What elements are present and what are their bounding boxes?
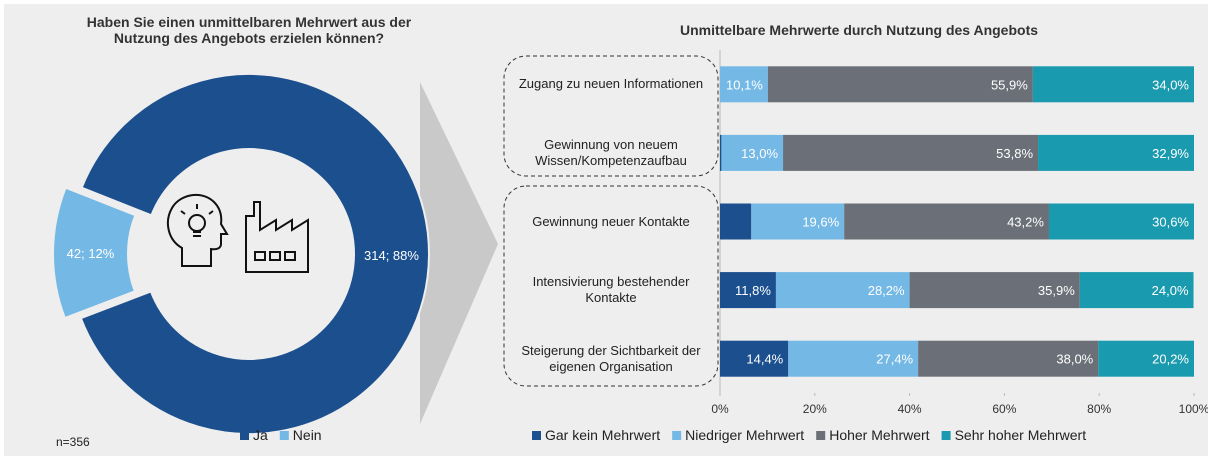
group-box xyxy=(503,185,719,387)
x-tick-label: 60% xyxy=(992,402,1016,416)
data-label: 20,2% xyxy=(1152,352,1189,367)
bar-segment xyxy=(720,134,722,171)
bar-segment xyxy=(721,134,784,171)
chart-canvas: 314; 88% 42; 12% Ja Nein 0% 20% 40% 60% 80% 100% 1… xyxy=(52,50,1208,443)
legend-swatch xyxy=(532,431,541,440)
bar-segment xyxy=(788,340,919,377)
x-tick-label: 100% xyxy=(1179,402,1208,416)
bar-segment xyxy=(720,66,768,103)
category-label: Intensivierung bestehender Kontakte xyxy=(532,274,690,306)
page: 314; 88% 42; 12% Ja Nein 0% 20% 40% 60% 80% 100% 1… xyxy=(4,4,1208,456)
data-label: 34,0% xyxy=(1152,77,1189,92)
x-tick-label: 20% xyxy=(803,402,827,416)
x-tick-label: 80% xyxy=(1087,402,1111,416)
data-label: 43,2% xyxy=(1007,215,1044,230)
category-label: Steigerung der Sichtbarkeit der eigenen … xyxy=(521,342,701,374)
annotation: n=356 xyxy=(56,435,90,449)
arrow xyxy=(420,82,498,424)
bar-segment xyxy=(844,203,1049,240)
donut-slice xyxy=(52,186,137,320)
data-label: 28,2% xyxy=(868,283,905,298)
legend-label: Nein xyxy=(293,427,322,443)
data-label: 10,1% xyxy=(726,77,763,92)
chart-title: Unmittelbare Mehrwerte durch Nutzung des… xyxy=(679,22,1039,38)
bar-segment xyxy=(918,340,1099,377)
legend-label: Gar kein Mehrwert xyxy=(545,427,660,443)
legend-swatch xyxy=(941,431,951,440)
category-label: Zugang zu neuen Informationen xyxy=(518,76,704,92)
data-label: 53,8% xyxy=(996,146,1033,161)
bar-segment xyxy=(720,340,789,377)
legend-label: Hoher Mehrwert xyxy=(829,427,929,443)
bar-segment xyxy=(1048,203,1194,240)
legend-swatch xyxy=(672,431,682,440)
bar-segment xyxy=(1098,340,1194,377)
x-tick-label: 40% xyxy=(898,402,922,416)
data-label: 11,8% xyxy=(735,283,771,298)
data-label: 24,0% xyxy=(1152,283,1189,298)
legend-swatch xyxy=(816,431,826,440)
bar-segment xyxy=(775,272,910,309)
bar-segment xyxy=(909,272,1080,309)
bar-segment xyxy=(751,203,845,240)
icon-head xyxy=(166,193,229,267)
legend-label: Ja xyxy=(253,427,268,443)
bar-segment xyxy=(767,66,1033,103)
category-label: Gewinnung von neuem Wissen/Kompetenzaufb… xyxy=(535,136,687,168)
data-label: 30,6% xyxy=(1152,215,1189,230)
bar-segment xyxy=(783,134,1039,171)
bar-segment xyxy=(720,203,752,240)
legend-swatch xyxy=(279,431,289,440)
data-label: 314; 88% xyxy=(364,248,419,263)
data-label: 32,9% xyxy=(1152,146,1189,161)
legend-label: Niedriger Mehrwert xyxy=(685,427,804,443)
data-label: 38,0% xyxy=(1056,352,1093,367)
bar-segment xyxy=(720,272,776,309)
bar-segment xyxy=(1032,66,1194,103)
donut-slice xyxy=(79,73,430,435)
category-label: Gewinnung neuer Kontakte xyxy=(532,213,690,229)
bar-segment xyxy=(1079,272,1194,309)
data-label: 42; 12% xyxy=(67,246,115,261)
group-box xyxy=(503,55,719,177)
data-label: 19,6% xyxy=(802,215,839,230)
data-label: 27,4% xyxy=(876,352,913,367)
bar-segment xyxy=(1038,134,1194,171)
legend-swatch xyxy=(240,431,249,440)
data-label: 13,0% xyxy=(741,146,778,161)
legend-label: Sehr hoher Mehrwert xyxy=(955,427,1087,443)
data-label: 14,4% xyxy=(746,352,783,367)
icon-factory xyxy=(245,201,309,273)
x-tick-label: 0% xyxy=(711,402,729,416)
data-label: 55,9% xyxy=(991,77,1028,92)
data-label: 35,9% xyxy=(1038,283,1075,298)
chart-title: Haben Sie einen unmittelbaren Mehrwert a… xyxy=(86,14,412,46)
